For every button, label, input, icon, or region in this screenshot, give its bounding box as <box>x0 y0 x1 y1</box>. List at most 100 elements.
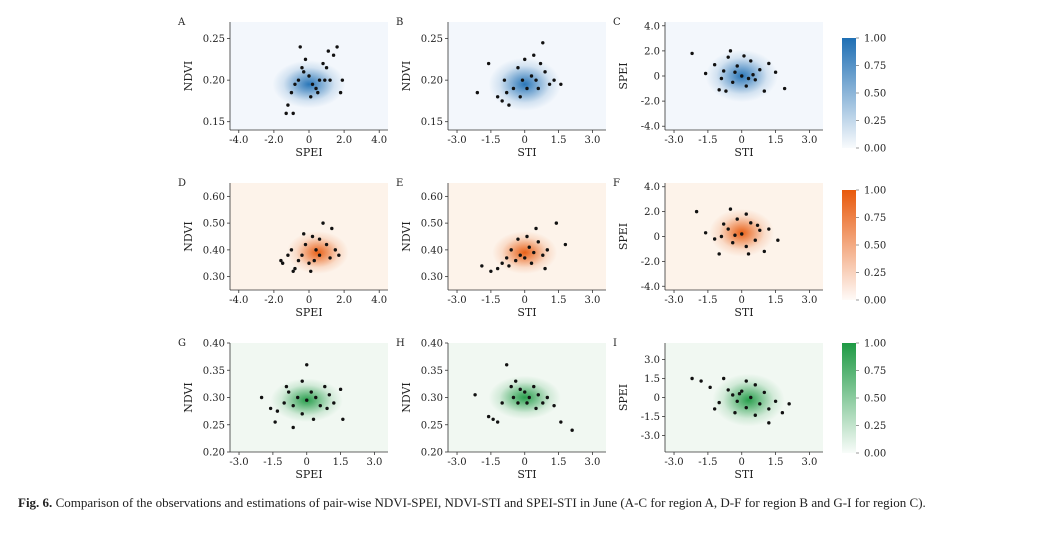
data-point <box>719 76 724 81</box>
x-tick-label: 3.0 <box>802 135 818 146</box>
colorbar-tick-label: 1.00 <box>864 186 886 197</box>
data-point <box>541 253 545 257</box>
data-point <box>286 103 290 107</box>
scatter-panel-g: -3.0 -1.5 0 1.5 3.0 0.20 0.25 0.30 0.35 0.40 SPEI N… <box>178 338 388 481</box>
data-point <box>291 425 295 430</box>
x-axis-label: SPEI <box>295 306 322 319</box>
x-tick-label: -1.5 <box>263 457 282 468</box>
data-point <box>307 261 311 265</box>
data-point <box>744 84 748 88</box>
y-tick-label: 0.30 <box>203 393 225 404</box>
data-point <box>495 95 500 99</box>
data-point <box>502 78 507 82</box>
data-point <box>767 407 771 411</box>
x-tick-label: -3.0 <box>664 135 683 146</box>
data-point <box>699 379 703 383</box>
data-point <box>570 428 574 432</box>
data-point <box>529 261 534 265</box>
y-tick-label: 0.25 <box>421 34 443 45</box>
x-tick-label: 1.5 <box>551 135 567 146</box>
scatter-panel-a: -4.0 -2.0 0 2.0 4.0 0.15 0.20 0.25 SPEI NDVI A <box>177 17 388 159</box>
data-point <box>749 221 753 225</box>
data-point <box>742 54 746 58</box>
x-axis-label: SPEI <box>295 468 322 481</box>
data-point <box>773 70 778 74</box>
x-tick-label: -1.5 <box>698 295 717 306</box>
y-tick-label: 0 <box>654 232 660 243</box>
panel-letter: A <box>177 17 186 28</box>
y-tick-label: -2.0 <box>641 97 660 108</box>
y-tick-label: 0.35 <box>203 366 225 377</box>
panel-letter: H <box>396 338 405 349</box>
data-point <box>286 253 290 257</box>
data-point <box>541 41 545 45</box>
data-point <box>744 405 748 410</box>
data-point <box>717 400 721 405</box>
data-point <box>751 73 755 77</box>
data-point <box>500 99 504 103</box>
x-axis-label: STI <box>734 306 753 319</box>
data-point <box>762 390 767 395</box>
data-point <box>733 233 737 237</box>
data-point <box>563 242 568 247</box>
colorbar-tick-label: 0.25 <box>864 268 886 279</box>
x-tick-label: -4.0 <box>229 135 248 146</box>
data-point <box>296 395 300 400</box>
data-point <box>300 253 304 257</box>
data-point <box>511 395 516 400</box>
data-point <box>293 82 297 87</box>
data-point <box>767 61 771 66</box>
data-point <box>312 258 316 263</box>
x-tick-label: 0 <box>522 457 528 468</box>
data-point <box>532 384 536 389</box>
y-tick-label: -4.0 <box>641 282 660 293</box>
data-point <box>740 74 744 78</box>
x-axis-label: STI <box>517 306 536 319</box>
data-point <box>712 237 717 241</box>
x-tick-label: -1.5 <box>698 457 717 468</box>
y-tick-label: 0.20 <box>421 76 443 87</box>
x-axis-label: STI <box>734 468 753 481</box>
data-point <box>534 78 538 82</box>
y-tick-label: 0.25 <box>421 420 443 431</box>
y-tick-label: 0.60 <box>203 192 225 203</box>
panel-letter: E <box>396 178 403 189</box>
data-point <box>749 59 753 63</box>
data-point <box>721 222 726 226</box>
data-point <box>514 258 518 263</box>
x-tick-label: -2.0 <box>264 135 283 146</box>
data-point <box>303 57 308 62</box>
data-point <box>552 403 556 408</box>
x-tick-label: 1.5 <box>768 295 784 306</box>
data-point <box>511 86 516 91</box>
colorbar-green: 1.00 0.75 0.50 0.25 0.00 <box>842 339 886 460</box>
data-point <box>767 421 771 425</box>
data-point <box>338 90 343 95</box>
data-point <box>767 227 771 231</box>
data-point <box>749 395 753 400</box>
x-tick-label: -1.5 <box>698 135 717 146</box>
x-tick-label: -2.0 <box>264 295 283 306</box>
y-tick-label: 1.5 <box>644 374 660 385</box>
data-point <box>284 384 289 389</box>
x-tick-label: 0 <box>739 295 745 306</box>
data-point <box>327 393 332 397</box>
data-point <box>321 221 325 225</box>
y-tick-label: 0.50 <box>203 219 225 230</box>
data-point <box>694 209 699 214</box>
figure-caption: Fig. 6. Comparison of the observations a… <box>18 493 1050 512</box>
data-point <box>746 76 751 81</box>
x-tick-label: 3.0 <box>367 457 383 468</box>
data-point <box>518 253 522 257</box>
colorbar-tick-label: 0.50 <box>864 89 886 100</box>
y-axis-label: NDVI <box>400 221 413 252</box>
colorbar-tick-label: 0.00 <box>864 296 886 307</box>
data-point <box>507 103 511 107</box>
colorbar-tick-label: 0.75 <box>864 366 886 377</box>
data-point <box>491 417 495 421</box>
data-point <box>291 403 295 408</box>
data-point <box>473 393 477 397</box>
x-tick-label: 3.0 <box>585 457 601 468</box>
data-point <box>755 223 760 228</box>
x-tick-label: -3.0 <box>229 457 248 468</box>
